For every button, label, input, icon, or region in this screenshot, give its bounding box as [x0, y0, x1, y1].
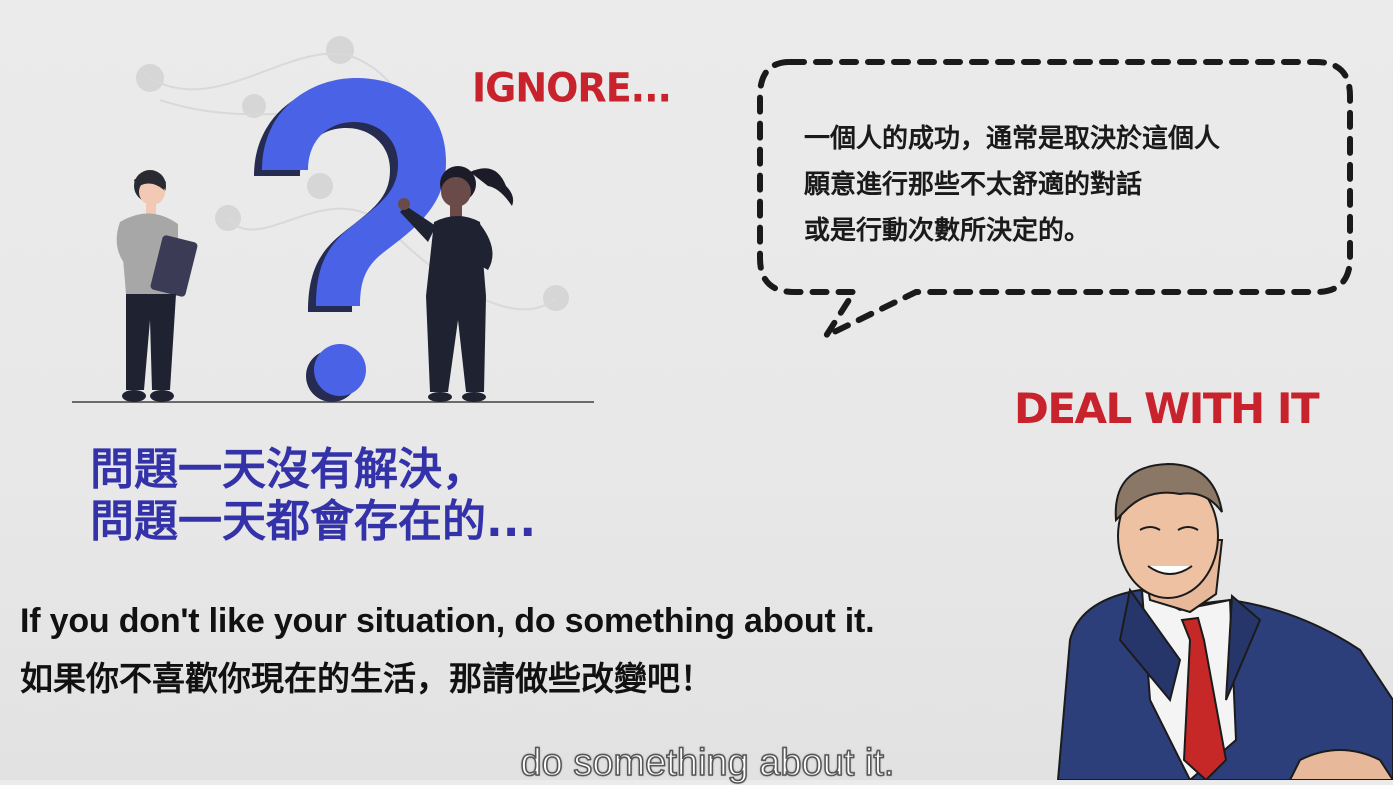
- ignore-label: IGNORE...: [472, 64, 672, 112]
- video-subtitle: do something about it.: [520, 741, 895, 785]
- deal-with-it-label: DEAL WITH IT: [1014, 384, 1320, 433]
- bubble-line-2: 願意進行那些不太舒適的對話: [804, 170, 1143, 200]
- bubble-line-1: 一個人的成功，通常是取決於這個人: [804, 124, 1221, 154]
- businessman-illustration: [1056, 462, 1393, 780]
- man-with-tablet-figure: [116, 170, 198, 402]
- woman-figure: [398, 166, 514, 402]
- problem-statement: 問題一天沒有解決， 問題一天都會存在的...: [90, 444, 536, 548]
- problem-line-2: 問題一天都會存在的...: [90, 496, 537, 547]
- bubble-line-3: 或是行動次數所決定的。: [804, 216, 1091, 246]
- speech-bubble-outline: [757, 59, 1353, 344]
- problem-line-1: 問題一天沒有解決，: [90, 444, 486, 495]
- speech-bubble-text: 一個人的成功，通常是取決於這個人 願意進行那些不太舒適的對話 或是行動次數所決定…: [804, 116, 1344, 254]
- question-mark-icon: [254, 78, 446, 402]
- quote-chinese: 如果你不喜歡你現在的生活，那請做些改變吧！: [20, 659, 713, 698]
- quote-english: If you don't like your situation, do som…: [20, 602, 875, 640]
